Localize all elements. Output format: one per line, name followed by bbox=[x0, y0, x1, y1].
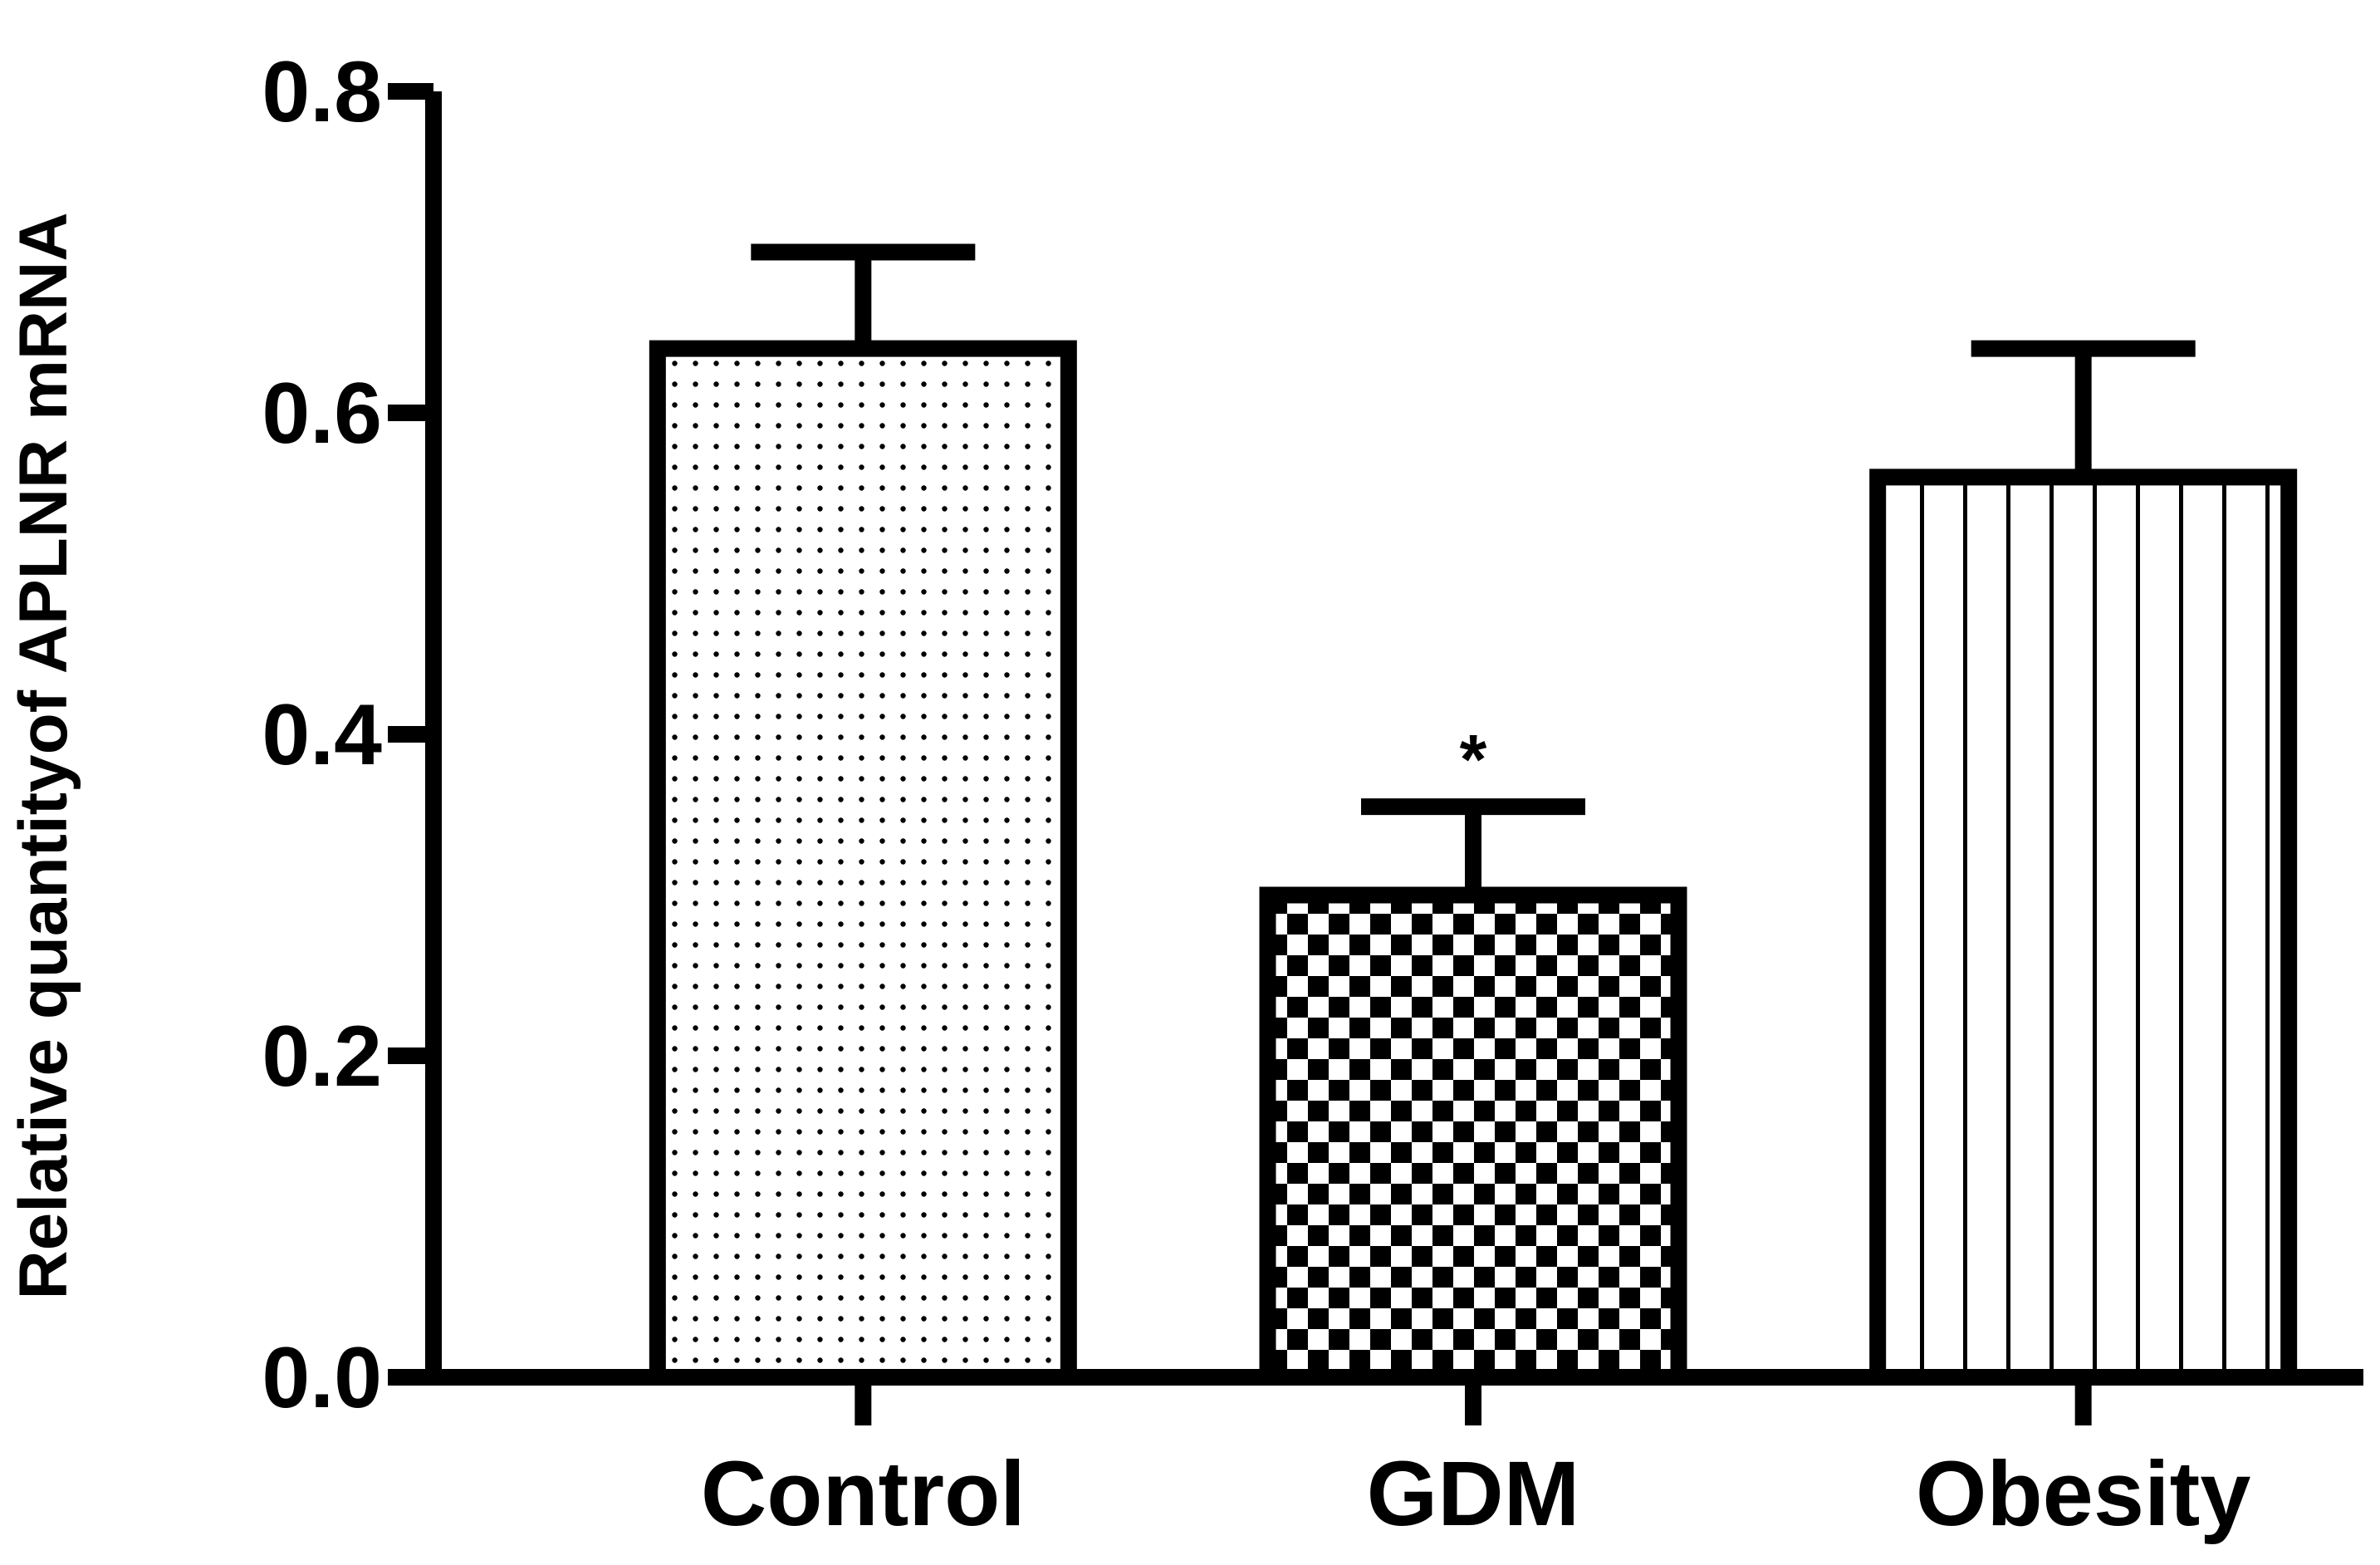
y-tick-label: 0.2 bbox=[262, 1008, 382, 1105]
y-tick-label: 0.0 bbox=[262, 1330, 382, 1426]
y-tick-label: 0.6 bbox=[262, 365, 382, 462]
significance-marker: * bbox=[1460, 720, 1487, 798]
y-tick-label: 0.8 bbox=[262, 44, 382, 140]
y-ticks-group: 0.0 0.2 0.4 0.6 0.8 bbox=[262, 44, 433, 1426]
x-tick-label-control: Control bbox=[701, 1443, 1026, 1545]
x-ticks-group: Control GDM Obesity bbox=[701, 1377, 2250, 1545]
annotations-group: * bbox=[1460, 720, 1487, 798]
x-tick-label-obesity: Obesity bbox=[1916, 1443, 2250, 1545]
error-bars-group bbox=[751, 243, 2196, 895]
bar-gdm bbox=[1259, 886, 1687, 1386]
y-tick-label: 0.4 bbox=[262, 687, 382, 783]
x-tick-label-gdm: GDM bbox=[1367, 1443, 1580, 1545]
bar-control bbox=[649, 340, 1077, 1386]
bar-obesity bbox=[1869, 469, 2298, 1386]
y-axis-title: Relative quantityof APLNR mRNA bbox=[6, 212, 81, 1299]
